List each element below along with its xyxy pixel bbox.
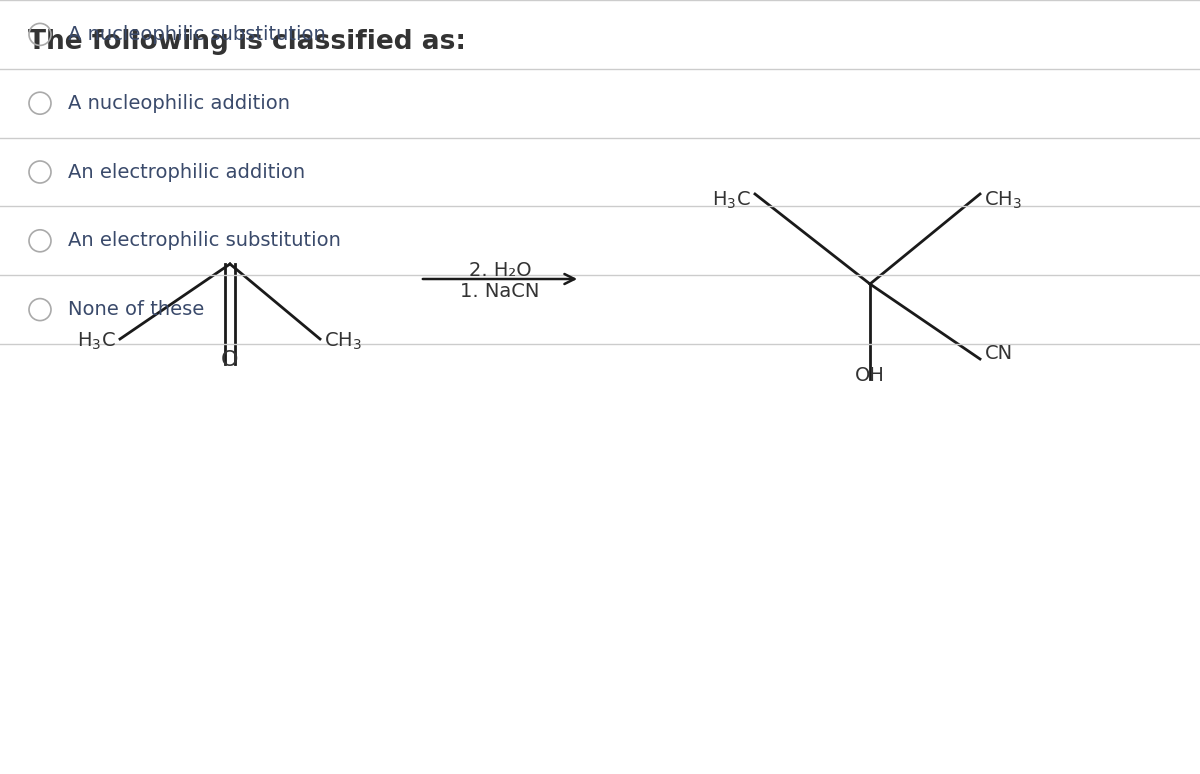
Text: H$_3$C: H$_3$C [713, 190, 751, 211]
Text: None of these: None of these [68, 300, 204, 319]
Text: O: O [221, 350, 239, 370]
Text: A nucleophilic substitution: A nucleophilic substitution [68, 25, 325, 44]
Text: The following is classified as:: The following is classified as: [28, 29, 466, 55]
Text: CH$_3$: CH$_3$ [984, 190, 1022, 211]
Text: H$_3$C: H$_3$C [77, 330, 116, 351]
Text: 2. H₂O: 2. H₂O [469, 261, 532, 280]
Text: 1. NaCN: 1. NaCN [461, 282, 540, 301]
Text: An electrophilic addition: An electrophilic addition [68, 163, 305, 181]
Text: A nucleophilic addition: A nucleophilic addition [68, 94, 290, 113]
Text: An electrophilic substitution: An electrophilic substitution [68, 231, 341, 250]
Text: CN: CN [985, 344, 1013, 363]
Text: CH$_3$: CH$_3$ [324, 330, 362, 351]
Text: OH: OH [856, 366, 884, 385]
